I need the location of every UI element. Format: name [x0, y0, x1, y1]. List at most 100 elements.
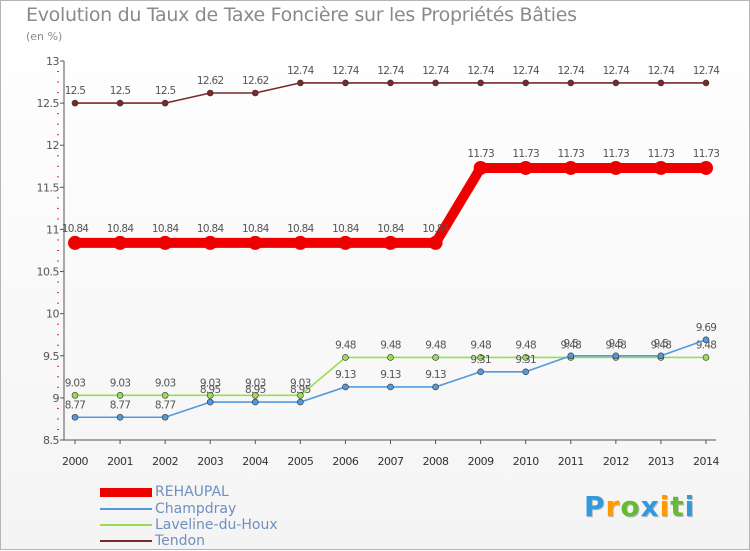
x-tick-label: 2003: [197, 455, 223, 468]
data-point-champdray: [161, 413, 169, 421]
y-tick-label: 12: [46, 139, 59, 152]
data-point-tendon: [297, 79, 304, 87]
logo-letter: x: [640, 490, 660, 523]
data-point-rehaupal: [203, 235, 218, 250]
data-point-rehaupal: [699, 160, 713, 175]
legend-label-champdray: Champdray: [155, 501, 237, 517]
y-minor-tick: [57, 334, 59, 336]
data-label-champdray: 9.31: [515, 354, 536, 366]
y-minor-tick: [57, 302, 59, 304]
data-label-rehaupal: 11.73: [558, 148, 585, 160]
data-label-tendon: 12.74: [558, 65, 586, 77]
data-label-laveline-du-houx: 9.03: [155, 377, 176, 389]
y-tick-label: 8.5: [43, 434, 59, 447]
data-label-laveline-du-houx: 9.48: [470, 339, 491, 351]
data-point-tendon: [477, 79, 484, 87]
data-label-laveline-du-houx: 9.48: [515, 339, 536, 351]
y-minor-tick: [57, 260, 59, 262]
legend-label-rehaupal: REHAUPAL: [155, 484, 229, 500]
data-point-champdray: [612, 352, 620, 360]
data-label-tendon: 12.74: [287, 65, 315, 77]
data-point-tendon: [387, 79, 394, 87]
data-point-tendon: [251, 89, 259, 97]
y-minor-tick: [57, 165, 59, 167]
data-label-tendon: 12.5: [65, 85, 86, 97]
data-label-rehaupal: 11.73: [512, 148, 539, 160]
data-label-laveline-du-houx: 9.03: [290, 377, 311, 389]
data-label-rehaupal: 11.73: [693, 148, 720, 160]
x-tick-label: 2013: [648, 455, 674, 468]
proxiti-logo: Proxiti: [584, 490, 695, 523]
y-minor-tick: [57, 197, 59, 199]
data-point-rehaupal: [428, 235, 443, 250]
y-minor-tick: [57, 239, 59, 241]
y-minor-tick: [57, 134, 59, 136]
data-label-champdray: 8.95: [245, 384, 266, 396]
data-label-laveline-du-houx: 9.48: [560, 339, 581, 351]
x-tick-label: 2010: [513, 455, 539, 468]
logo-letter: i: [659, 490, 671, 523]
data-point-laveline-du-houx: [387, 354, 394, 361]
x-tick-label: 2009: [468, 455, 494, 468]
data-label-champdray: 9.13: [425, 369, 446, 381]
x-tick-label: 2012: [603, 455, 629, 468]
y-minor-tick: [57, 323, 59, 325]
y-minor-tick: [57, 92, 59, 94]
y-minor-tick: [57, 428, 59, 430]
data-point-champdray: [342, 383, 349, 391]
data-label-tendon: 12.5: [110, 85, 131, 97]
data-point-rehaupal: [113, 235, 128, 250]
data-point-champdray: [206, 398, 214, 406]
data-point-tendon: [612, 79, 620, 87]
data-label-laveline-du-houx: 9.48: [335, 339, 356, 351]
data-point-laveline-du-houx: [342, 354, 349, 361]
data-point-tendon: [432, 79, 439, 87]
data-point-rehaupal: [653, 160, 668, 175]
y-minor-tick: [57, 407, 59, 409]
y-tick-label: 9: [53, 392, 60, 405]
data-label-champdray: 9.13: [380, 369, 401, 381]
data-point-champdray: [522, 368, 530, 376]
data-point-tendon: [522, 79, 530, 87]
data-label-rehaupal: 11.73: [467, 148, 494, 160]
y-tick-label: 10: [46, 308, 59, 321]
data-point-rehaupal: [473, 160, 488, 175]
data-point-champdray: [702, 336, 710, 344]
data-point-laveline-du-houx: [297, 392, 304, 399]
data-label-rehaupal: 10.84: [287, 223, 315, 235]
data-label-champdray: 9.5: [563, 338, 578, 350]
data-label-tendon: 12.74: [512, 65, 540, 77]
data-label-champdray: 8.95: [290, 384, 311, 396]
data-point-champdray: [387, 383, 394, 391]
data-point-champdray: [477, 368, 484, 376]
data-label-rehaupal: 10.84: [242, 223, 270, 235]
data-label-rehaupal: 10.84: [107, 223, 135, 235]
y-minor-tick: [57, 113, 59, 115]
data-point-laveline-du-houx: [251, 392, 259, 399]
data-label-champdray: 9.5: [609, 338, 624, 350]
data-point-champdray: [116, 413, 124, 421]
data-point-champdray: [432, 383, 439, 391]
data-label-rehaupal: 10.84: [422, 223, 450, 235]
y-minor-tick: [57, 281, 59, 283]
legend-swatch-laveline-du-houx: [100, 524, 152, 526]
y-minor-tick: [57, 207, 59, 209]
chart-title: Evolution du Taux de Taxe Foncière sur l…: [26, 4, 577, 26]
data-point-tendon: [161, 99, 169, 107]
legend-label-tendon: Tendon: [155, 533, 205, 549]
data-label-tendon: 12.74: [467, 65, 495, 77]
legend-swatch-champdray: [100, 508, 152, 510]
y-minor-tick: [57, 218, 59, 220]
logo-letter: r: [605, 490, 621, 523]
data-point-rehaupal: [68, 235, 82, 250]
x-tick-label: 2008: [423, 455, 449, 468]
data-label-laveline-du-houx: 9.03: [110, 377, 131, 389]
data-point-laveline-du-houx: [71, 392, 79, 399]
legend-swatch-tendon: [100, 540, 152, 542]
x-tick-label: 2005: [287, 455, 313, 468]
data-label-laveline-du-houx: 9.03: [200, 377, 221, 389]
y-minor-tick: [57, 250, 59, 251]
data-point-champdray: [657, 352, 665, 360]
x-tick-label: 2000: [62, 455, 88, 468]
